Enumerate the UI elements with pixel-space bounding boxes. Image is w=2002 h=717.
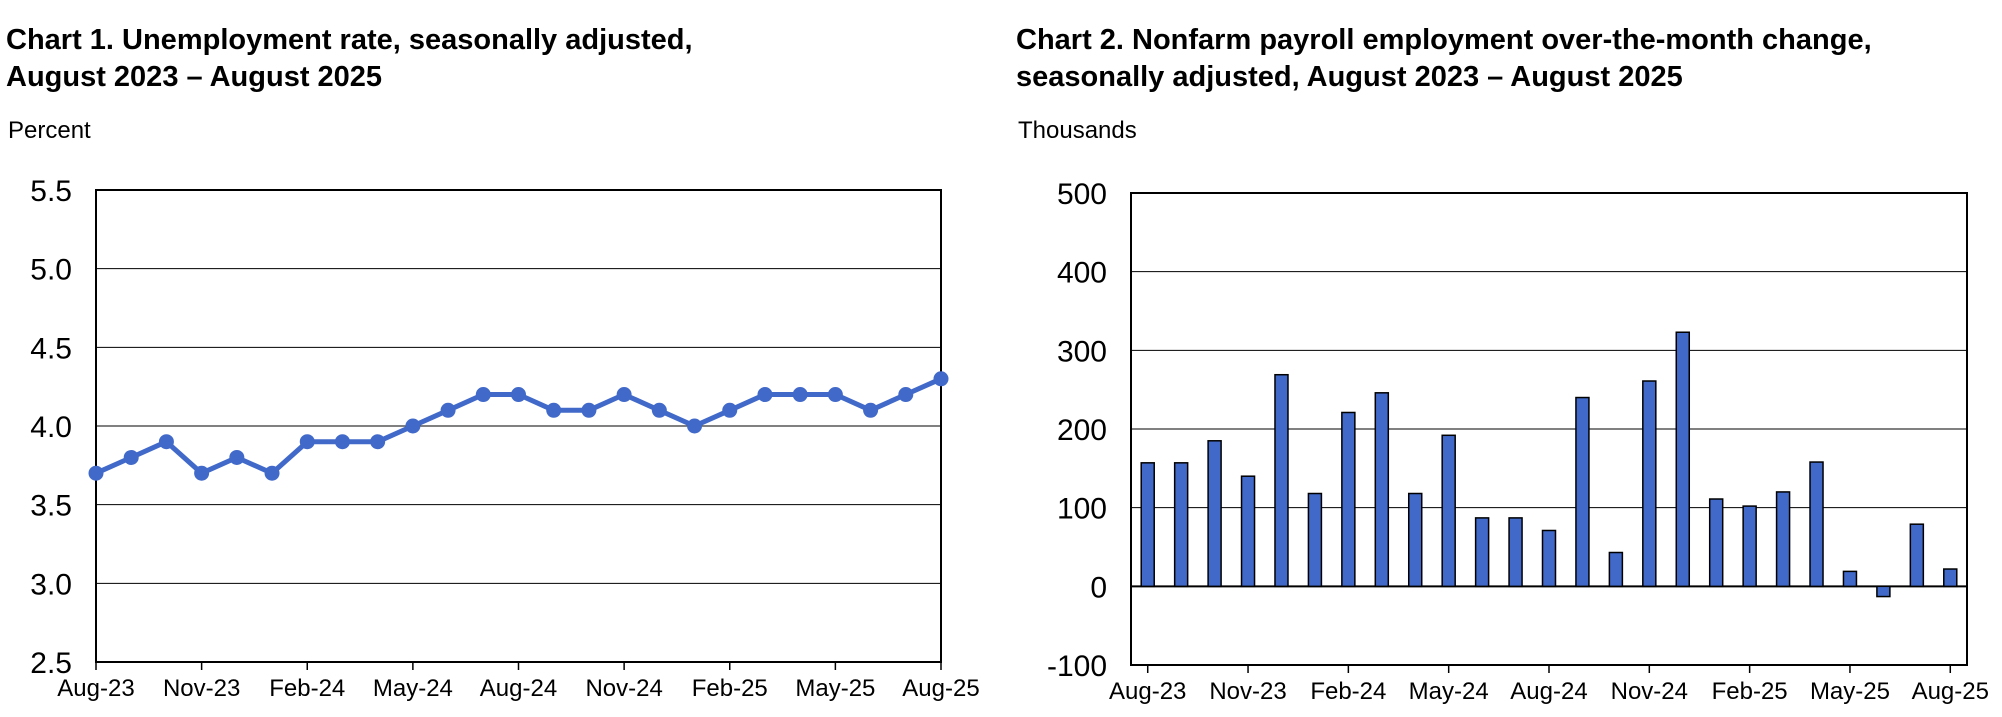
y-tick-label: 500 (1057, 178, 1107, 211)
y-tick-label: 100 (1057, 493, 1107, 526)
data-point (651, 402, 667, 418)
data-point (898, 387, 914, 403)
bar (1541, 529, 1557, 588)
x-tick-label: Nov-23 (163, 675, 240, 702)
chart-2-title: Chart 2. Nonfarm payroll employment over… (1016, 24, 1872, 93)
bar (1742, 505, 1757, 588)
bar (1708, 498, 1724, 588)
bar (1575, 396, 1590, 588)
x-tick-label: Aug-25 (1912, 678, 1989, 705)
bar (1474, 517, 1490, 588)
data-point (475, 387, 491, 403)
data-point (123, 449, 139, 465)
y-tick-label: 5.5 (30, 175, 72, 208)
unemployment-chart-panel: Chart 1. Unemployment rate, seasonally a… (0, 0, 1000, 717)
bar (1207, 440, 1222, 588)
x-tick-label: Feb-24 (269, 675, 345, 702)
payroll-chart-panel: Chart 2. Nonfarm payroll employment over… (1010, 0, 2000, 717)
chart-1-y-axis-label: Percent (8, 117, 91, 144)
data-point (440, 402, 456, 418)
data-point (511, 387, 526, 403)
y-tick-label: 5.0 (30, 254, 72, 287)
bar (1909, 523, 1925, 588)
x-tick-label: Aug-25 (902, 675, 979, 702)
x-tick-label: Feb-25 (692, 675, 768, 702)
data-point (264, 465, 280, 481)
y-tick-label: 4.0 (30, 411, 72, 444)
chart-2-y-axis-label: Thousands (1018, 117, 1137, 144)
x-tick-label: Aug-23 (57, 675, 134, 702)
x-tick-label: Aug-24 (480, 675, 557, 702)
x-tick-label: Nov-24 (1611, 678, 1688, 705)
data-point (370, 434, 386, 450)
data-point (405, 418, 421, 434)
x-tick-label: May-24 (1409, 678, 1489, 705)
data-point (229, 449, 245, 465)
bar (1876, 585, 1891, 598)
data-point (194, 465, 210, 481)
y-tick-label: 3.0 (30, 568, 72, 601)
y-tick-label: 200 (1057, 414, 1107, 447)
bar (1508, 517, 1523, 588)
x-tick-label: May-24 (373, 675, 453, 702)
bar (1407, 492, 1423, 588)
bar (1809, 461, 1824, 588)
y-tick-label: 3.5 (30, 490, 72, 523)
x-tick-label: May-25 (795, 675, 875, 702)
y-tick-label: 300 (1057, 335, 1107, 368)
bar (1842, 570, 1858, 588)
bar (1441, 434, 1456, 588)
data-point (863, 402, 879, 418)
data-point (827, 387, 843, 403)
data-point (546, 402, 562, 418)
bar (1140, 462, 1155, 588)
bar (1341, 411, 1356, 588)
y-tick-label: 4.5 (30, 332, 72, 365)
bar (1675, 331, 1691, 588)
bar (1775, 491, 1791, 588)
data-point (616, 387, 632, 403)
x-tick-label: Nov-23 (1209, 678, 1286, 705)
y-tick-label: 400 (1057, 257, 1107, 290)
y-tick-label: -100 (1047, 650, 1107, 683)
x-tick-label: Aug-23 (1109, 678, 1186, 705)
data-point (933, 371, 949, 387)
x-tick-label: Feb-24 (1310, 678, 1386, 705)
bar (1374, 392, 1390, 588)
data-point (581, 402, 597, 418)
data-point (299, 434, 315, 450)
y-tick-label: 0 (1090, 571, 1107, 604)
data-point (334, 434, 350, 450)
data-point (722, 402, 738, 418)
bar (1642, 380, 1657, 588)
data-point (88, 465, 104, 481)
bar (1274, 373, 1289, 588)
x-tick-label: Nov-24 (585, 675, 662, 702)
bar (1608, 551, 1624, 588)
bar (1173, 462, 1189, 588)
chart-1-title: Chart 1. Unemployment rate, seasonally a… (6, 24, 693, 93)
x-tick-label: Aug-24 (1510, 678, 1587, 705)
bar (1943, 568, 1958, 588)
x-tick-label: May-25 (1810, 678, 1890, 705)
x-tick-label: Feb-25 (1712, 678, 1788, 705)
y-tick-label: 2.5 (30, 647, 72, 680)
data-point (687, 418, 703, 434)
bar (1307, 492, 1323, 588)
data-point (792, 387, 808, 403)
data-point (757, 387, 773, 403)
data-point (158, 434, 174, 450)
bar (1240, 475, 1256, 588)
